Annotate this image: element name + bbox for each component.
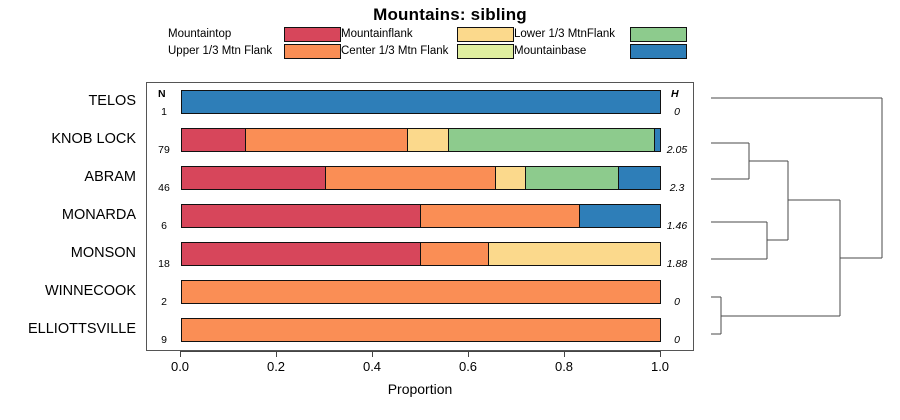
- legend-label: Upper 1/3 Mtn Flank: [168, 44, 273, 57]
- stacked-bar-plot-panel: 1 0 79 2.05 46 2.3 6 1.46 18 1.88 2 0 9 0 N H: [146, 82, 694, 351]
- legend-column-2: Mountainflank Center 1/3 Mtn Flank: [341, 26, 514, 60]
- legend-label: Center 1/3 Mtn Flank: [341, 44, 449, 57]
- legend-column-1: Mountaintop Upper 1/3 Mtn Flank: [168, 26, 341, 60]
- bar-segment: [182, 205, 421, 227]
- bar-segment: [182, 129, 247, 151]
- row-label-telos: TELOS: [88, 93, 136, 109]
- row-label-knob-lock: KNOB LOCK: [51, 131, 136, 147]
- n-column-header: N: [158, 88, 166, 100]
- h-column-header: H: [671, 88, 679, 100]
- bar-segment: [421, 243, 490, 265]
- bar-segment: [246, 129, 409, 151]
- h-value: 2.05: [666, 144, 688, 156]
- x-axis-line: [180, 351, 660, 353]
- dendrogram-svg: [711, 97, 883, 335]
- stacked-bar-monson[interactable]: [181, 242, 661, 266]
- legend-swatch-mountainflank: [457, 27, 514, 42]
- stacked-bar-monarda[interactable]: [181, 204, 661, 228]
- legend-swatch-mountaintop: [284, 27, 341, 42]
- legend-swatch-mountainbase: [630, 44, 687, 59]
- stacked-bar-winnecook[interactable]: [181, 280, 661, 304]
- legend-item-mountaintop: Mountaintop: [168, 26, 341, 43]
- n-value: 1: [161, 106, 167, 118]
- row-label-axis: TELOS KNOB LOCK ABRAM MONARDA MONSON WINNECOO…: [0, 82, 142, 351]
- legend-swatch-center-third: [457, 44, 514, 59]
- legend-swatch-lower-third: [630, 27, 687, 42]
- h-value: 0: [674, 296, 680, 308]
- x-axis-tick-label: 0.4: [362, 359, 382, 374]
- h-value: 0: [674, 106, 680, 118]
- x-axis-tick-label: 0.0: [170, 359, 190, 374]
- bar-segment: [182, 319, 660, 341]
- x-axis-tick-label: 0.2: [266, 359, 286, 374]
- x-axis-title: Proportion: [387, 381, 453, 397]
- x-axis-tick: [372, 351, 374, 357]
- bar-segment: [654, 129, 660, 151]
- legend: Mountaintop Upper 1/3 Mtn Flank Mountain…: [168, 26, 688, 60]
- legend-column-3: Lower 1/3 MtnFlank Mountainbase: [514, 26, 687, 60]
- bar-segment: [182, 167, 326, 189]
- chart-title: Mountains: sibling: [373, 5, 527, 24]
- stacked-bar-elliottsville[interactable]: [181, 318, 661, 342]
- x-axis-tick-label: 1.0: [650, 359, 670, 374]
- n-value: 79: [158, 144, 170, 156]
- legend-item-upper-third: Upper 1/3 Mtn Flank: [168, 43, 341, 60]
- bar-segment: [618, 167, 660, 189]
- bar-segment: [182, 91, 660, 113]
- row-label-winnecook: WINNECOOK: [44, 283, 136, 299]
- h-value: 0: [674, 334, 680, 346]
- n-value: 9: [161, 334, 167, 346]
- bar-segment: [526, 167, 619, 189]
- bar-segment: [580, 205, 660, 227]
- stacked-bar-telos[interactable]: [181, 90, 661, 114]
- bar-segment: [449, 129, 655, 151]
- legend-label: Mountainbase: [514, 44, 587, 57]
- h-value: 1.88: [666, 258, 688, 270]
- legend-swatch-upper-third: [284, 44, 341, 59]
- bar-segment: [408, 129, 450, 151]
- dendrogram: [694, 82, 900, 351]
- legend-item-lower-third: Lower 1/3 MtnFlank: [514, 26, 687, 43]
- row-label-abram: ABRAM: [84, 169, 136, 185]
- x-axis-tick-label: 0.6: [458, 359, 478, 374]
- legend-item-mountainbase: Mountainbase: [514, 43, 687, 60]
- h-value: 2.3: [669, 182, 685, 194]
- legend-item-mountainflank: Mountainflank: [341, 26, 514, 43]
- bar-segment: [495, 167, 527, 189]
- h-value: 1.46: [666, 220, 688, 232]
- n-value: 46: [158, 182, 170, 194]
- row-label-elliottsville: ELLIOTTSVILLE: [28, 321, 136, 337]
- bar-segment: [182, 281, 660, 303]
- legend-label: Mountainflank: [341, 27, 413, 40]
- legend-item-center-third: Center 1/3 Mtn Flank: [341, 43, 514, 60]
- bar-segment: [489, 243, 660, 265]
- n-value: 18: [158, 258, 170, 270]
- bar-segment: [182, 243, 421, 265]
- n-value: 2: [161, 296, 167, 308]
- x-axis: 0.0 0.2 0.4 0.6 0.8 1.0: [146, 351, 694, 381]
- x-axis-tick: [660, 351, 662, 357]
- x-axis-tick-label: 0.8: [554, 359, 574, 374]
- legend-label: Mountaintop: [168, 27, 232, 40]
- stacked-bar-abram[interactable]: [181, 166, 661, 190]
- row-label-monarda: MONARDA: [61, 207, 136, 223]
- bar-segment: [325, 167, 496, 189]
- x-axis-tick: [276, 351, 278, 357]
- x-axis-tick: [468, 351, 470, 357]
- n-value: 6: [161, 220, 167, 232]
- bar-segment: [421, 205, 581, 227]
- row-label-monson: MONSON: [70, 245, 136, 261]
- legend-label: Lower 1/3 MtnFlank: [514, 27, 615, 40]
- x-axis-tick: [564, 351, 566, 357]
- x-axis-tick: [180, 351, 182, 357]
- stacked-bar-knob-lock[interactable]: [181, 128, 661, 152]
